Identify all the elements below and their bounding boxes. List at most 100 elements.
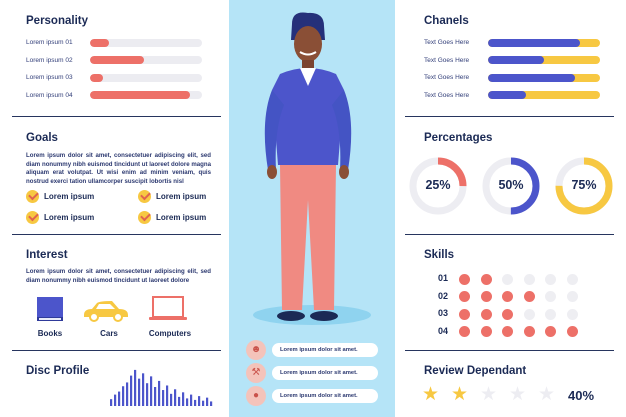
disc-bar xyxy=(134,369,137,406)
donut-arc xyxy=(409,157,467,215)
user-icon: ☻ xyxy=(246,340,266,360)
skill-dot xyxy=(523,308,535,320)
info-pill-1: Lorem ipsum dolor sit amet. xyxy=(272,343,378,357)
personality-bar-fill xyxy=(90,73,104,82)
skill-row-label: 03 xyxy=(438,308,449,318)
divider xyxy=(405,234,614,235)
chanel-bar-track xyxy=(488,91,600,99)
skill-dot xyxy=(480,291,492,302)
skill-dot xyxy=(566,273,578,285)
interest-label-cars: Cars xyxy=(100,329,118,338)
chanel-label: Text Goes Here xyxy=(424,39,470,46)
personality-bar-track xyxy=(90,91,202,99)
skill-dot xyxy=(459,326,470,337)
chanel-bar-fill xyxy=(488,56,544,64)
personality-bar-fill xyxy=(90,38,110,47)
percentage-label: 25% xyxy=(425,178,451,192)
check-icon xyxy=(26,190,39,203)
personality-label: Lorem ipsum 03 xyxy=(26,74,73,81)
skill-dot xyxy=(459,273,470,285)
personality-bar-track xyxy=(90,73,202,82)
disc-bar xyxy=(158,380,161,406)
car-icon xyxy=(82,300,130,322)
personality-bar-fill xyxy=(90,56,144,64)
chanel-label: Text Goes Here xyxy=(424,91,470,99)
chanels-title: Chanels xyxy=(424,15,469,27)
personality-bar-track xyxy=(90,56,202,64)
skill-dot xyxy=(502,308,513,320)
skill-dot xyxy=(545,326,556,337)
chanel-bar-fill xyxy=(488,91,527,99)
chanel-bar-track xyxy=(488,56,600,64)
divider xyxy=(12,350,221,351)
chanel-bar-track xyxy=(488,38,600,47)
skill-dot xyxy=(502,273,513,285)
skills-title: Skills xyxy=(424,249,455,261)
skill-dot xyxy=(545,273,556,285)
disc-bar xyxy=(130,375,133,406)
skill-dot xyxy=(480,326,492,337)
info-pill-3: Lorem ipsum dolor sit amet. xyxy=(272,389,378,403)
skill-dot xyxy=(502,291,513,302)
book-icon xyxy=(34,296,66,322)
disc-bar xyxy=(190,394,193,406)
skill-row-label: 04 xyxy=(438,325,449,336)
disc-bar xyxy=(154,387,157,406)
disc-bar xyxy=(110,399,113,406)
disc-bar xyxy=(198,396,201,406)
skill-dot xyxy=(459,291,470,302)
location-pin-icon: ● xyxy=(246,386,266,406)
disc-profile-title: Disc Profile xyxy=(26,365,90,377)
skill-row-label: 01 xyxy=(438,273,449,283)
divider xyxy=(12,116,221,117)
skill-dot xyxy=(480,308,492,320)
disc-bar xyxy=(126,382,129,406)
disc-bar xyxy=(210,401,213,406)
skill-dot xyxy=(523,291,535,302)
disc-bar xyxy=(206,397,209,406)
percentage-label: 50% xyxy=(498,178,524,192)
skill-dot xyxy=(459,308,470,320)
review-title: Review Dependant xyxy=(424,365,527,377)
disc-bar xyxy=(150,376,153,406)
disc-bar xyxy=(178,396,181,406)
skill-dot xyxy=(523,273,535,285)
skill-dot xyxy=(480,273,492,285)
disc-bar xyxy=(114,394,117,406)
interest-text: Lorem ipsum dolor sit amet, consectetuer… xyxy=(26,268,211,284)
star-icon: ★ xyxy=(422,384,440,405)
personality-label: Lorem ipsum 04 xyxy=(26,91,73,99)
disc-bar xyxy=(182,392,185,406)
divider xyxy=(405,350,614,351)
disc-bar xyxy=(174,389,177,406)
disc-bar xyxy=(202,400,205,406)
laptop-icon xyxy=(149,296,187,322)
chanel-bar-track xyxy=(488,73,600,82)
interest-title: Interest xyxy=(26,249,68,261)
personality-label: Lorem ipsum 02 xyxy=(26,56,73,64)
skill-dot xyxy=(523,326,535,337)
percentage-label: 75% xyxy=(571,178,597,192)
star-icon: ★ xyxy=(538,384,556,405)
disc-bar xyxy=(166,385,169,406)
disc-bar xyxy=(118,391,121,406)
divider xyxy=(12,234,221,235)
person-illustration xyxy=(264,12,352,321)
goal-check-1: Lorem ipsum xyxy=(26,190,94,203)
chanel-label: Text Goes Here xyxy=(424,74,470,81)
disc-bar xyxy=(186,398,189,406)
disc-bar xyxy=(142,373,145,406)
chanel-bar-fill xyxy=(488,73,576,82)
interest-label-computers: Computers xyxy=(148,329,192,338)
goal-check-3: Lorem ipsum xyxy=(26,211,94,224)
percentage-donut xyxy=(482,157,540,215)
check-icon xyxy=(26,211,39,224)
skill-dot xyxy=(566,308,578,320)
disc-bar xyxy=(138,378,141,406)
personality-bar-fill xyxy=(90,91,190,99)
goal-check-4: Lorem ipsum xyxy=(138,211,206,224)
personality-bar-track xyxy=(90,38,202,47)
disc-bar xyxy=(122,386,125,406)
goals-text: Lorem ipsum dolor sit amet, consectetuer… xyxy=(26,152,211,185)
disc-bar xyxy=(170,393,173,406)
